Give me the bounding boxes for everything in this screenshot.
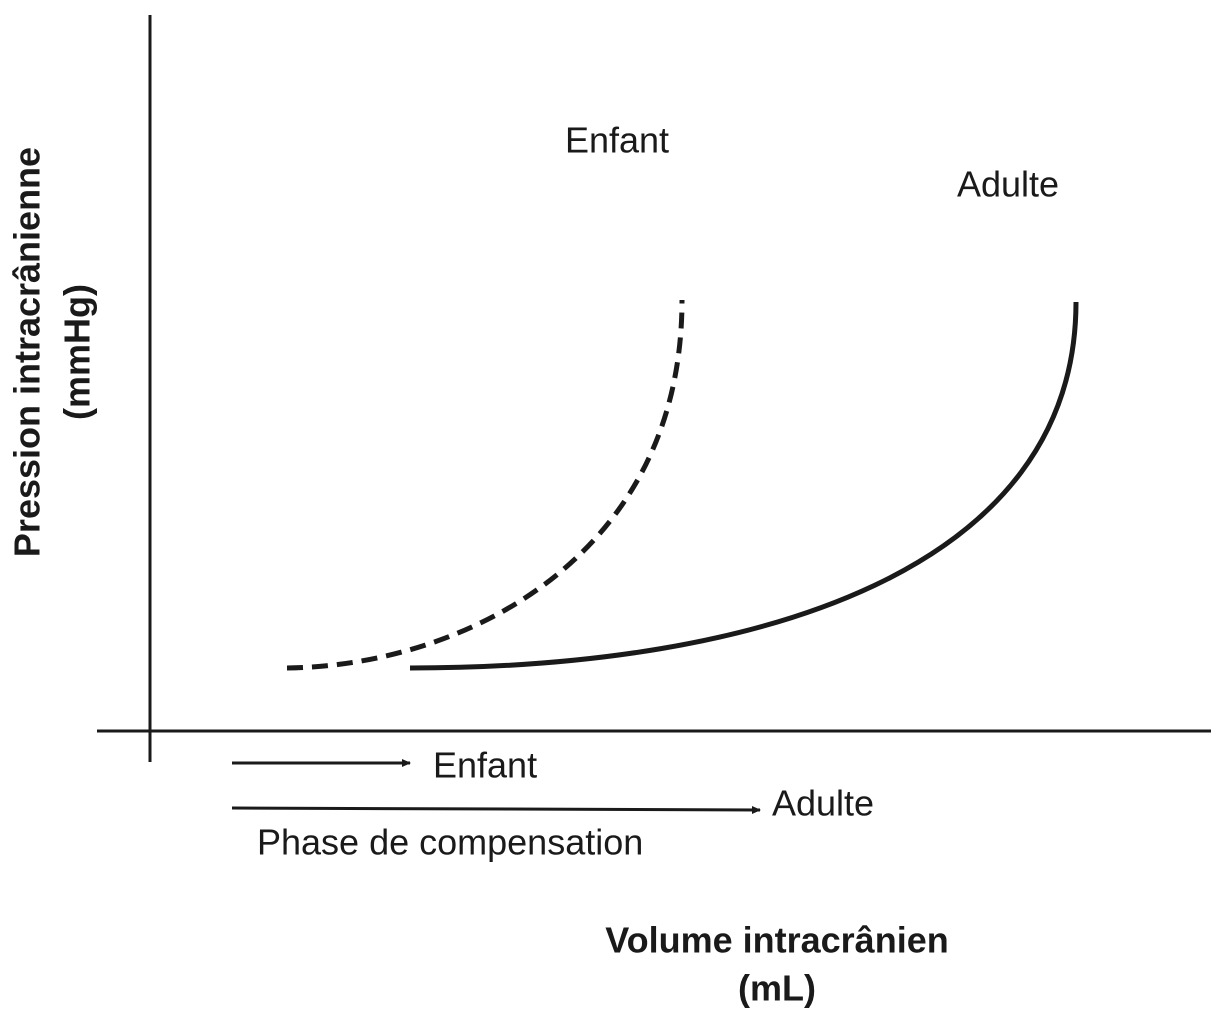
- arrow-label: Adulte: [772, 783, 874, 824]
- y-axis-label: (mmHg): [57, 284, 98, 420]
- x-axis-label: (mL): [738, 968, 816, 1009]
- arrow-label: Enfant: [433, 745, 537, 786]
- arrow: [231, 805, 761, 814]
- enfant-curve: [286, 299, 685, 671]
- adulte-curve: [409, 301, 1079, 671]
- phase-label: Phase de compensation: [257, 822, 643, 863]
- x-axis-label: Volume intracrânien: [605, 920, 948, 961]
- curve-label: Enfant: [565, 120, 669, 161]
- y-axis-label: Pression intracrânienne: [7, 147, 48, 557]
- curve-label: Adulte: [957, 164, 1059, 205]
